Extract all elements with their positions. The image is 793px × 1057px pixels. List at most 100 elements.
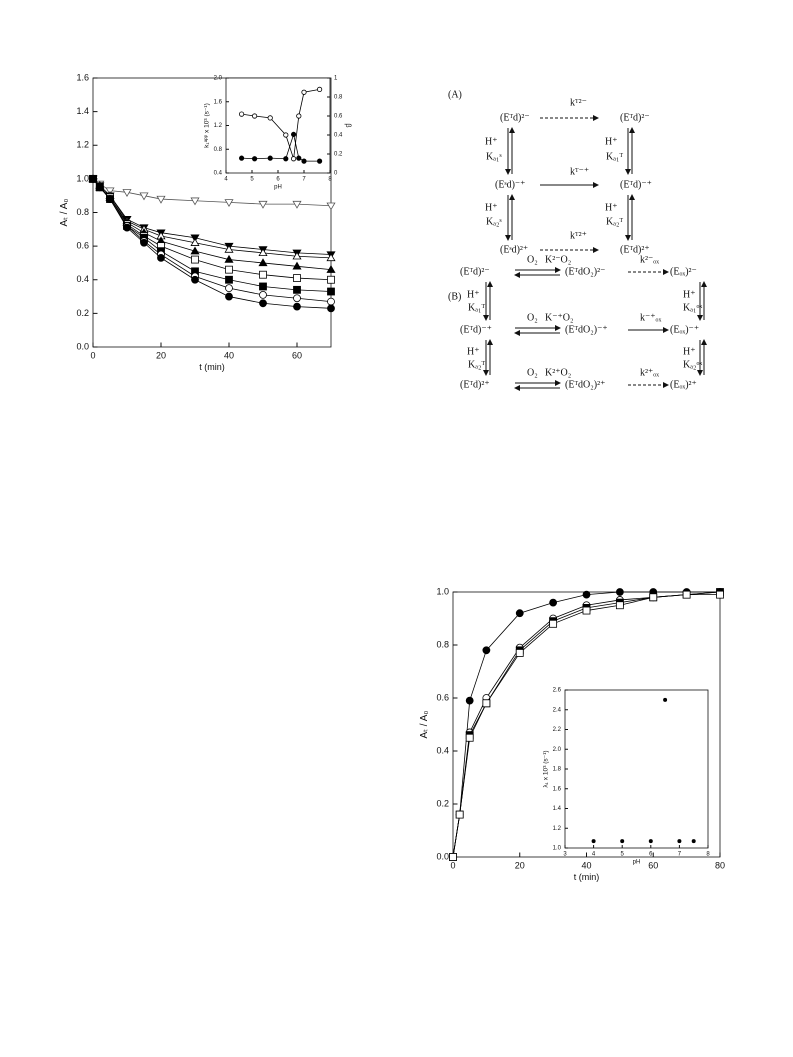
y2-tick-label: 0 [334, 171, 338, 177]
y-tick-label: 1.4 [553, 806, 562, 812]
scheme-label: (Eₒₓ)²⁻ [670, 266, 697, 277]
marker [301, 89, 307, 95]
marker [615, 588, 624, 596]
marker [615, 601, 624, 610]
marker [515, 649, 524, 657]
marker [292, 200, 302, 209]
marker [301, 158, 307, 164]
marker [283, 132, 289, 138]
marker [582, 606, 591, 615]
marker [677, 839, 682, 844]
scheme-label: (Eₒₓ)²⁺ [670, 379, 697, 390]
x-tick-label: 7 [302, 177, 306, 183]
x-tick-label: 40 [581, 860, 591, 870]
y-tick-label: 2.2 [553, 727, 562, 733]
marker [259, 290, 267, 299]
x-axis-label: t (min) [199, 362, 225, 372]
scheme-label: (Eᵀd)²⁺ [620, 244, 650, 255]
x-tick-label: 8 [328, 177, 332, 183]
marker [449, 853, 457, 861]
marker [225, 275, 233, 284]
marker [106, 195, 114, 203]
marker [649, 593, 658, 602]
y-axis-label: k₁ᵃᵖᵖ x 10³ (s⁻¹) [204, 103, 211, 148]
scheme-label: Kₐ₂ᵀ [468, 359, 485, 370]
scheme-label: H⁺ [605, 136, 618, 147]
y-tick-label: 0.4 [76, 274, 89, 284]
x-tick-label: 20 [515, 860, 525, 870]
scheme-label: (EᵀdO₂)²⁺ [565, 379, 605, 390]
x-tick-label: 4 [224, 177, 228, 183]
y-tick-label: 2.0 [214, 76, 223, 82]
marker [259, 270, 267, 279]
scheme-label: Kₐ₂ᵀ [606, 216, 623, 227]
y-tick-label: 0.0 [436, 851, 449, 861]
scheme-label: k⁻⁺ₒₓ [640, 312, 661, 323]
marker [290, 156, 297, 162]
marker [482, 699, 491, 708]
marker [682, 590, 691, 599]
y-tick-label: 1.6 [214, 99, 223, 105]
marker [140, 238, 148, 247]
marker [157, 253, 165, 262]
scheme-label: (Eᵀd)⁻⁺ [460, 324, 492, 335]
marker [239, 155, 245, 161]
x-axis-label: pH [274, 184, 282, 190]
marker [293, 285, 301, 294]
marker [225, 265, 233, 274]
chart: 4 5 6 7 8 0.4 0.8 1.2 1.6 2.0 0 0.2 0.4 0.6 0.8 1 pH k₁ᵃᵖ… [204, 76, 354, 191]
x-tick-label: 60 [292, 350, 302, 360]
marker [620, 839, 625, 844]
scheme-label: Kₐ₁ᵀ [606, 151, 623, 162]
marker [292, 251, 302, 260]
marker [591, 839, 596, 844]
y-tick-label: 1.4 [76, 106, 89, 116]
marker [190, 197, 200, 206]
scheme-label: kᵀ²⁺ [570, 230, 587, 241]
y-tick-label: 0.4 [214, 171, 223, 177]
marker [326, 202, 336, 211]
marker [582, 590, 591, 599]
marker [316, 86, 323, 93]
marker [549, 619, 558, 628]
marker [156, 195, 166, 204]
marker [316, 158, 323, 164]
scheme-label: (Eˢd)²⁺ [500, 244, 528, 255]
x-tick-label: 6 [649, 852, 653, 858]
marker [327, 287, 335, 296]
x-tick-label: 4 [592, 852, 596, 858]
x-tick-label: 40 [224, 350, 234, 360]
scheme-label: (Eᵀd)⁻⁺ [620, 179, 652, 190]
scheme-label: Kₐ₁ˢ [486, 151, 502, 162]
scheme-label: (Eₒₓ)⁻⁺ [670, 324, 699, 335]
y-tick-label: 1.2 [553, 826, 562, 832]
chart: 0 20 40 60 80 0.0 0.2 0.4 0.6 0.8 1.0 t (min) Aₜ / A… [419, 586, 725, 882]
marker [296, 113, 302, 119]
chart: 3 4 5 6 7 8 1.0 1.2 1.4 1.6 1.8 2.0 2.2 2.4 2.6 pH λ₁ x … [543, 688, 711, 866]
x-tick-label: 0 [450, 860, 455, 870]
marker [123, 223, 131, 232]
marker [455, 810, 464, 819]
marker [482, 646, 491, 655]
marker [258, 248, 268, 257]
marker [225, 292, 233, 301]
scheme-label: K²⁺O₂ [545, 367, 571, 378]
x-tick-label: 5 [250, 177, 254, 183]
scheme-label: H⁺ [683, 289, 696, 300]
marker [290, 131, 297, 138]
y-tick-label: 0.6 [76, 241, 89, 251]
scheme-label: O₂ [527, 367, 538, 378]
inset-background [565, 690, 708, 848]
scheme-label: (Eᵀd)²⁻ [500, 112, 530, 123]
marker [95, 183, 104, 192]
marker [515, 609, 524, 618]
scheme-label: O₂ [527, 312, 538, 323]
y-tick-label: 1.0 [76, 173, 89, 183]
scheme-arrows [483, 115, 707, 391]
marker [239, 111, 245, 117]
scheme-label: k²⁻ₒₓ [640, 254, 659, 265]
marker [259, 282, 267, 291]
y-tick-label: 1.0 [553, 846, 562, 852]
